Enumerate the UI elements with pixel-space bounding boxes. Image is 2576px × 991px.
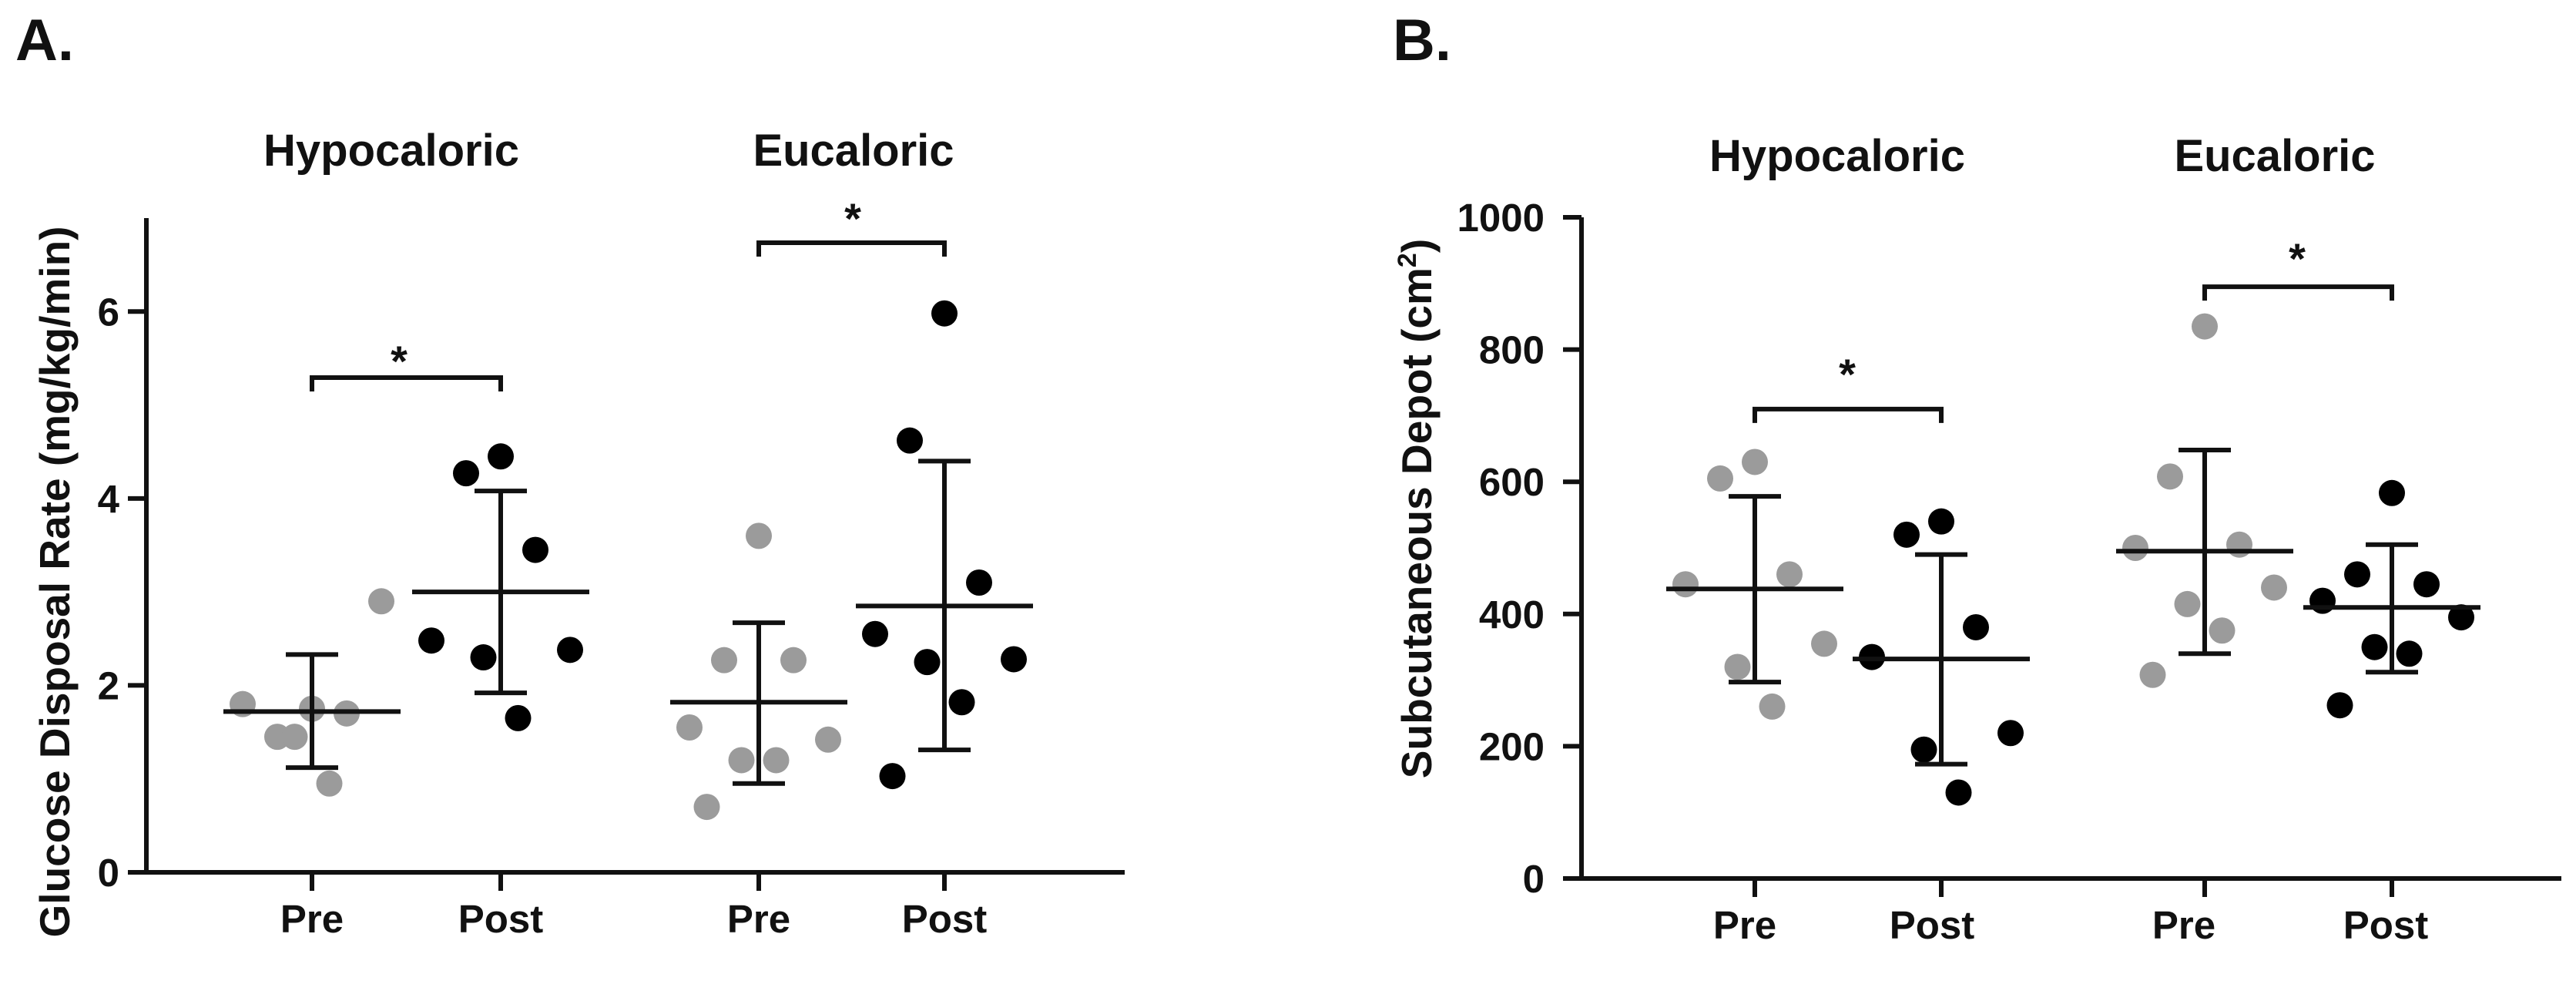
panel-a-category-pre-eucaloric: Pre xyxy=(727,897,790,941)
panel-b-eucaloric-significance-bracket xyxy=(2202,284,2394,301)
panel-b-hypocaloric-pre-point xyxy=(1759,693,1786,720)
panel-a-significance-hypocaloric: * xyxy=(391,337,408,385)
panel-a-eucaloric-pre-point xyxy=(815,726,841,753)
panel-a-category-post-hypocaloric: Post xyxy=(458,897,544,941)
panel-b-plot: 0 200 400 600 800 1000 xyxy=(1457,196,2561,901)
panel-a-hypocaloric-post-point xyxy=(522,536,548,563)
panel-a-eucaloric-post-point xyxy=(948,689,975,716)
panel-a-eucaloric-significance-bracket xyxy=(756,240,947,257)
panel-b-hypocaloric-pre-point xyxy=(1724,653,1751,680)
panel-a-y-tick-label: 0 xyxy=(98,851,119,895)
panel-a-eucaloric-post-point xyxy=(914,649,941,676)
panel-b-y-tick-label: 800 xyxy=(1479,328,1545,372)
panel-a-hypocaloric-pre-point xyxy=(281,724,308,751)
panel-b-eucaloric-post-point xyxy=(2379,479,2405,506)
panel-b-eucaloric-pre-point xyxy=(2209,617,2236,644)
panel-b-eucaloric-post-point xyxy=(2413,571,2440,598)
panel-a-plot: 0 2 4 6 xyxy=(98,218,1125,895)
panel-a-hypocaloric-post-point xyxy=(488,443,514,470)
panel-b-eucaloric-post-point xyxy=(2309,587,2336,614)
panel-b-hypocaloric-post-point xyxy=(1963,613,1989,640)
panel-b-title-eucaloric: Eucaloric xyxy=(2174,131,2375,181)
panel-a-hypocaloric-significance-bracket xyxy=(310,375,503,391)
panel-b-hypocaloric-pre-point xyxy=(1707,465,1733,492)
panel-a-y-tick-label: 6 xyxy=(98,290,119,334)
panel-b-eucaloric-post-point xyxy=(2396,640,2423,667)
panel-b-y-tick-label: 200 xyxy=(1479,724,1545,768)
panel-a-hypocaloric-post-point xyxy=(453,460,479,487)
panel-b-hypocaloric-post-point xyxy=(1997,720,2024,747)
panel-b-eucaloric-pre-point xyxy=(2226,531,2252,558)
panel-b-eucaloric-pre-point xyxy=(2139,661,2166,688)
panel-b-significance-eucaloric: * xyxy=(2289,234,2306,283)
panel-b-hypocaloric-significance-bracket xyxy=(1753,406,1944,423)
panel-b-label: B. xyxy=(1393,8,1451,73)
panel-b-category-pre-hypocaloric: Pre xyxy=(1713,903,1776,947)
panel-b-eucaloric-post-point xyxy=(2448,604,2474,631)
panel-b-eucaloric-post-point xyxy=(2344,561,2370,588)
panel-b-hypocaloric-pre-point xyxy=(1742,448,1768,475)
panel-b-hypocaloric-pre-point xyxy=(1776,561,1803,588)
panel-b-y-tick-label: 0 xyxy=(1523,857,1545,901)
panel-a-category-post-eucaloric: Post xyxy=(902,897,988,941)
panel-b-eucaloric-pre-point xyxy=(2157,463,2183,490)
panel-a-eucaloric-post-point xyxy=(1001,646,1027,673)
panel-a-eucaloric-pre-point xyxy=(728,747,755,774)
panel-a-hypocaloric-post-point xyxy=(470,644,497,671)
panel-b-eucaloric-pre-point xyxy=(2122,535,2148,561)
panel-b-y-axis-title: Subcutaneous Depot (cm2) xyxy=(1393,239,1441,778)
panel-b-eucaloric-post-point xyxy=(2361,633,2388,660)
panel-a-hypocaloric-pre-point xyxy=(368,588,394,615)
panel-a-y-axis-title: Glucose Disposal Rate (mg/kg/min) xyxy=(31,227,79,938)
panel-a-eucaloric-pre-point xyxy=(746,522,772,549)
panel-b-hypocaloric-post-point xyxy=(1928,508,1954,535)
panel-b-category-post-hypocaloric: Post xyxy=(1890,903,1975,947)
panel-b-eucaloric-post-point xyxy=(2326,692,2353,719)
panel-a-eucaloric-post-point xyxy=(862,620,888,647)
panel-b-hypocaloric-post-point xyxy=(1910,736,1937,763)
panel-b-category-post-eucaloric: Post xyxy=(2343,903,2429,947)
panel-a-hypocaloric-post-point xyxy=(418,627,444,654)
panel-a-significance-eucaloric: * xyxy=(844,194,861,243)
panel-a-label: A. xyxy=(15,8,74,73)
panel-a-category-pre-hypocaloric: Pre xyxy=(280,897,344,941)
panel-a-eucaloric-pre-point xyxy=(780,647,807,674)
panel-a-eucaloric-pre-point xyxy=(763,747,790,774)
panel-b-eucaloric-pre-point xyxy=(2261,574,2287,601)
panel-b-eucaloric-pre-point xyxy=(2192,313,2218,340)
panel-b-hypocaloric-pre-point xyxy=(1811,630,1837,657)
panel-b-hypocaloric-pre-point xyxy=(1672,571,1699,598)
panel-b-y-tick-label: 600 xyxy=(1479,460,1545,504)
panel-b-hypocaloric-post-point xyxy=(1945,779,1972,806)
panel-b-y-tick-label: 1000 xyxy=(1457,196,1545,240)
panel-a-eucaloric-pre-point xyxy=(711,647,737,674)
panel-b-category-pre-eucaloric: Pre xyxy=(2152,903,2215,947)
panel-a-hypocaloric-post-point xyxy=(557,637,583,663)
panel-a-y-tick-label: 2 xyxy=(98,663,119,707)
panel-b-y-tick-label: 400 xyxy=(1479,593,1545,637)
panel-a-eucaloric-post-point xyxy=(966,569,992,596)
panel-a-eucaloric-pre-point xyxy=(693,794,720,821)
panel-a-hypocaloric-post-point xyxy=(505,704,532,731)
panel-a-eucaloric-post-point xyxy=(879,763,906,790)
panel-b-title-hypocaloric: Hypocaloric xyxy=(1709,131,1965,181)
panel-a-title-hypocaloric: Hypocaloric xyxy=(263,126,519,176)
panel-a-hypocaloric-pre-point xyxy=(316,770,343,797)
panel-b-hypocaloric-post-point xyxy=(1893,521,1920,548)
panel-b-significance-hypocaloric: * xyxy=(1839,350,1856,398)
panel-a-eucaloric-post-point xyxy=(931,300,958,327)
panel-a-y-tick-label: 4 xyxy=(98,477,120,521)
panel-a-eucaloric-pre-point xyxy=(676,714,703,741)
panel-b-eucaloric-pre-point xyxy=(2174,590,2201,617)
panel-a-title-eucaloric: Eucaloric xyxy=(753,126,954,176)
panel-a-eucaloric-post-point xyxy=(897,427,923,454)
